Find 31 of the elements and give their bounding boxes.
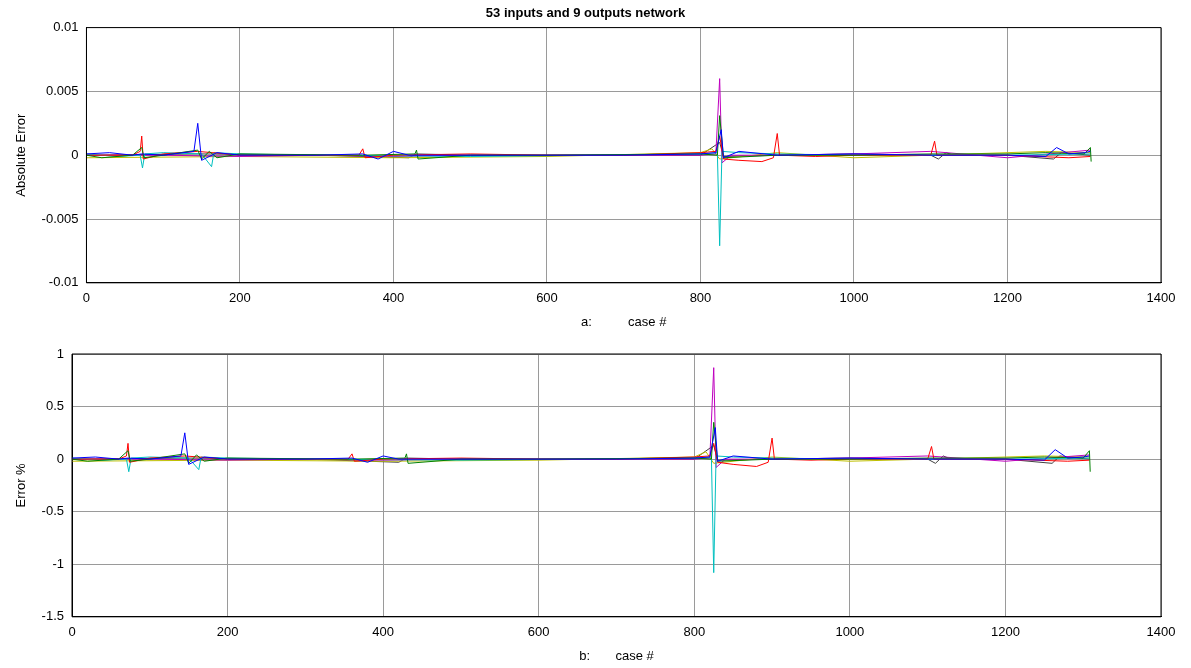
x-tick-label: 600 (536, 290, 558, 306)
x-tick-label: 400 (382, 290, 405, 306)
y-tick-label: 1 (56, 345, 64, 361)
x-tick-label: 1200 (990, 624, 1020, 640)
x-tick-label: 600 (527, 624, 550, 640)
y-tick-label: -0.005 (41, 210, 79, 226)
y-axis-title: Absolute Error (13, 112, 29, 197)
y-tick-label: 0 (56, 450, 64, 466)
y-tick-label: -0.01 (48, 274, 79, 290)
x-tick-label: 1400 (1146, 624, 1176, 640)
y-tick-label: 0.005 (45, 82, 79, 98)
x-axis-title: b: case # (579, 647, 655, 663)
x-tick-label: 1400 (1146, 290, 1176, 306)
y-axis-title: Error % (13, 462, 29, 508)
x-tick-label: 800 (689, 290, 712, 306)
x-tick-label: 0 (82, 290, 91, 306)
x-tick-label: 400 (372, 624, 394, 640)
x-tick-label: 1200 (993, 290, 1022, 306)
y-tick-label: -1.5 (41, 608, 64, 624)
x-tick-label: 800 (683, 624, 706, 640)
y-tick-label: -1 (52, 555, 64, 571)
y-tick-label: 0.01 (53, 19, 79, 35)
x-tick-label: 1000 (835, 624, 865, 640)
x-tick-label: 200 (216, 624, 239, 640)
x-tick-label: 1000 (839, 290, 869, 306)
x-axis-title: a: case # (581, 313, 668, 329)
y-tick-label: 0 (71, 146, 79, 162)
chart-title: 53 inputs and 9 outputs network (485, 5, 686, 21)
y-tick-label: 0.5 (45, 398, 64, 414)
x-tick-label: 200 (229, 290, 251, 306)
y-tick-label: -0.5 (41, 503, 64, 519)
